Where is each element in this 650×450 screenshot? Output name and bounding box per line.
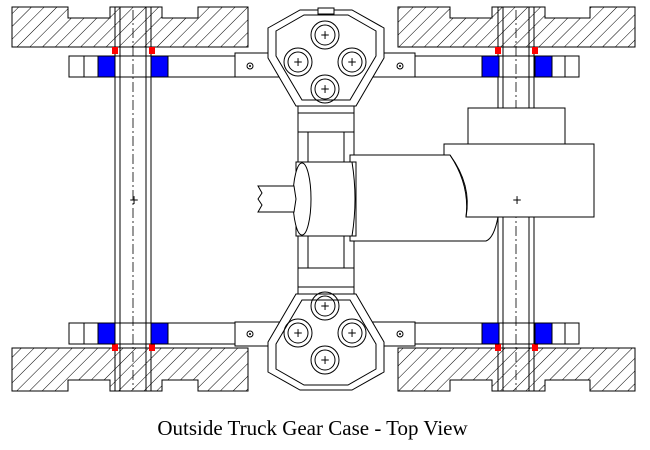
bolt-icon: [396, 62, 404, 70]
contact-mark: [149, 47, 155, 54]
bearing-block: [97, 322, 116, 345]
gear-icon: [310, 20, 340, 50]
frame-wall-bottom-right: [397, 347, 636, 392]
center-mark: +: [320, 28, 330, 42]
contact-mark: [112, 47, 118, 54]
contact-mark: [532, 344, 538, 351]
center-mark: +: [320, 299, 330, 313]
center-marks: + + + + + + + + + +: [129, 28, 522, 367]
contact-mark: [532, 47, 538, 54]
frame-wall-top-right: [397, 6, 636, 48]
bolt-icon: [246, 62, 254, 70]
center-mark: +: [129, 193, 139, 207]
bearing-blocks: [97, 55, 553, 345]
gear-icon: [337, 47, 367, 77]
gear-icon: [337, 318, 367, 348]
center-mark: +: [293, 326, 303, 340]
drawing-caption: Outside Truck Gear Case - Top View: [157, 416, 468, 440]
contact-mark: [495, 47, 501, 54]
contact-marks: [112, 47, 538, 351]
bolt-icon: [246, 330, 254, 338]
gear-icon: [283, 47, 313, 77]
center-mark: +: [347, 55, 357, 69]
frame-walls-top: [11, 6, 636, 48]
center-mark: +: [512, 193, 522, 207]
gear-case-top: [234, 7, 416, 113]
gear-case-bottom: [234, 287, 416, 391]
contact-mark: [112, 344, 118, 351]
gear-cluster-bottom: [283, 291, 367, 375]
gear-icon: [310, 345, 340, 375]
center-mark: +: [347, 326, 357, 340]
bearing-block: [481, 322, 500, 345]
wheel-shaft-left: [114, 6, 152, 392]
gear-icon: [310, 74, 340, 104]
bearing-block: [534, 322, 553, 345]
traction-motor: [257, 107, 595, 242]
frame-wall-top-left: [11, 6, 249, 48]
bearing-block: [97, 55, 116, 78]
bolt-icon: [396, 330, 404, 338]
contact-mark: [495, 344, 501, 351]
bearing-block: [534, 55, 553, 78]
frame-walls-bottom: [11, 347, 636, 392]
center-mark: +: [320, 353, 330, 367]
center-mark: +: [293, 55, 303, 69]
bearing-block: [150, 55, 169, 78]
frame-wall-bottom-left: [11, 347, 249, 392]
bearing-block: [150, 322, 169, 345]
gear-cluster-top: [283, 20, 367, 104]
center-mark: +: [320, 82, 330, 96]
contact-mark: [149, 344, 155, 351]
bearing-block: [481, 55, 500, 78]
gear-icon: [283, 318, 313, 348]
gear-icon: [310, 291, 340, 321]
gear-case-drawing: + + + + + + + + + +: [11, 6, 636, 392]
